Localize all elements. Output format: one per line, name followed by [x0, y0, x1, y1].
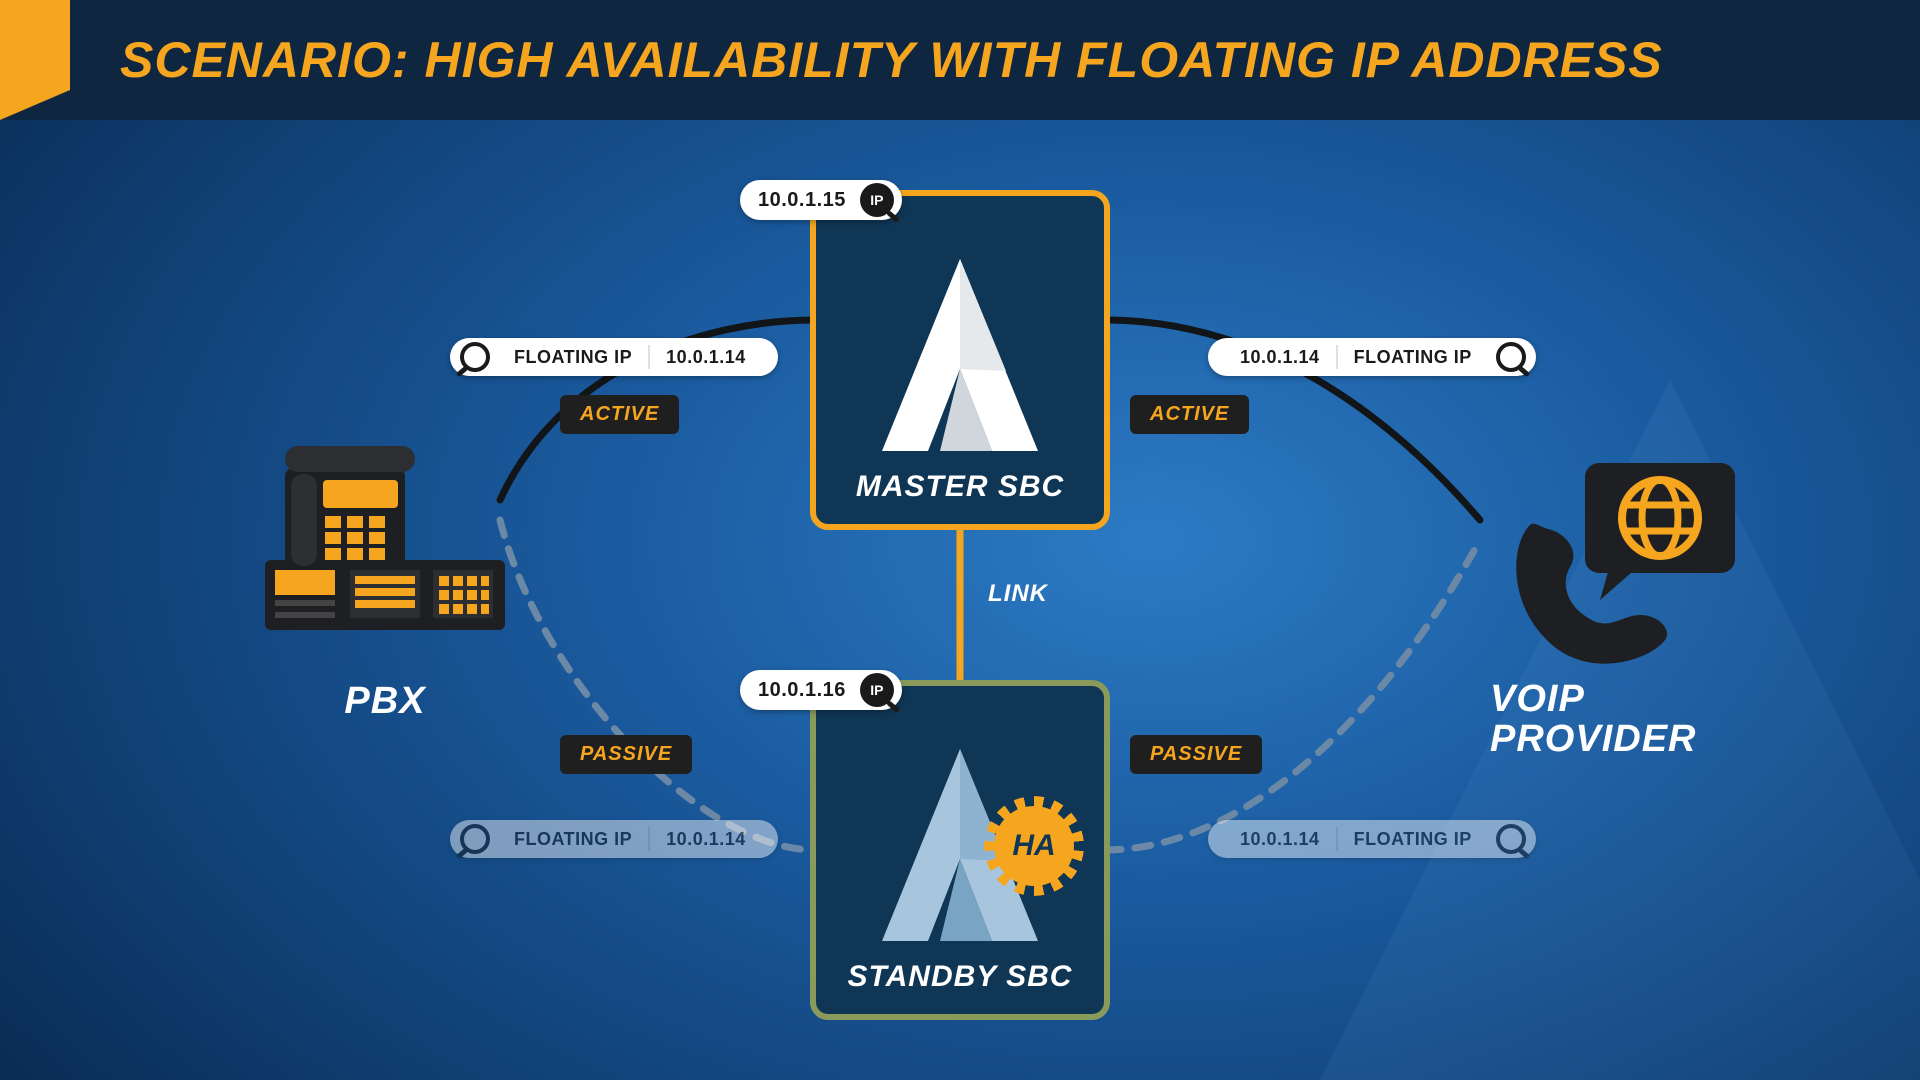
standby-ip-value: 10.0.1.16: [758, 679, 846, 702]
link-label: LINK: [988, 580, 1048, 608]
magnifier-icon: [460, 824, 490, 854]
floating-ip-right-passive: 10.0.1.14 FLOATING IP: [1208, 820, 1536, 858]
voip-icon: [1490, 455, 1740, 665]
standby-sbc-card: HA STANDBY SBC: [810, 680, 1110, 1020]
magnifier-icon: [1496, 342, 1526, 372]
pbx-node: PBX: [255, 440, 515, 723]
floating-ip-left-active: FLOATING IP 10.0.1.14: [450, 338, 778, 376]
floating-ip-left-passive: FLOATING IP 10.0.1.14: [450, 820, 778, 858]
voip-node: VOIP PROVIDER: [1490, 455, 1740, 760]
magnifier-icon: [460, 342, 490, 372]
pbx-icon: [255, 440, 515, 660]
pbx-label: PBX: [255, 680, 515, 723]
state-left-passive: PASSIVE: [560, 735, 692, 774]
master-sbc-label: MASTER SBC: [856, 470, 1064, 504]
magnifier-icon: IP: [860, 673, 894, 707]
voip-label: VOIP PROVIDER: [1490, 680, 1740, 760]
ha-badge-text: HA: [1012, 829, 1055, 863]
standby-sbc-label: STANDBY SBC: [848, 960, 1073, 994]
magnifier-icon: [1496, 824, 1526, 854]
state-right-active: ACTIVE: [1130, 395, 1249, 434]
diagram-stage: LINK MASTER SBC HA STANDBY SBC 10.0.: [0, 120, 1920, 1080]
state-left-active: ACTIVE: [560, 395, 679, 434]
page-title: SCENARIO: HIGH AVAILABILITY WITH FLOATIN…: [120, 31, 1663, 89]
master-ip-tag: 10.0.1.15 IP: [740, 180, 902, 220]
master-logo-icon: [870, 251, 1050, 461]
master-sbc-card: MASTER SBC: [810, 190, 1110, 530]
state-right-passive: PASSIVE: [1130, 735, 1262, 774]
standby-ip-tag: 10.0.1.16 IP: [740, 670, 902, 710]
header-bar: SCENARIO: HIGH AVAILABILITY WITH FLOATIN…: [0, 0, 1920, 120]
magnifier-icon: IP: [860, 183, 894, 217]
ha-badge: HA: [994, 806, 1074, 886]
master-ip-value: 10.0.1.15: [758, 189, 846, 212]
floating-ip-right-active: 10.0.1.14 FLOATING IP: [1208, 338, 1536, 376]
header-accent: [0, 0, 70, 120]
